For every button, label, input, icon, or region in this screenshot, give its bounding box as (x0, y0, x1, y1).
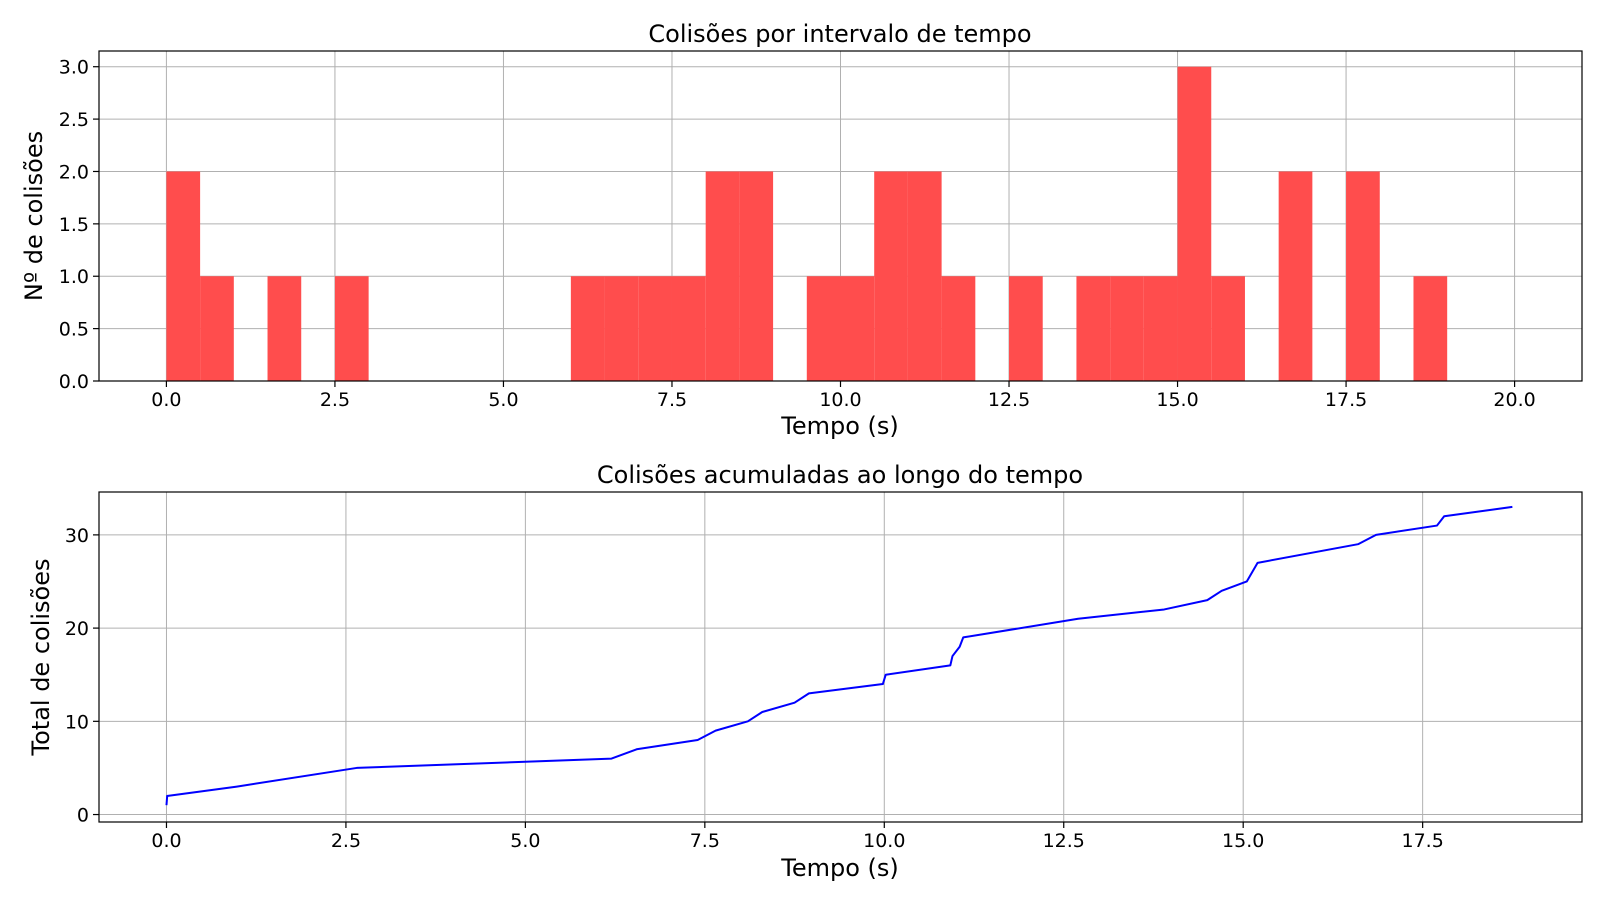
y-tick-label: 3.0 (59, 57, 89, 79)
x-tick-label: 7.5 (657, 389, 687, 411)
histogram-bar (1346, 171, 1380, 381)
histogram-bar (840, 276, 875, 381)
histogram-y-axis-label: Nº de colisões (20, 131, 48, 301)
histogram-bar (705, 171, 740, 381)
y-tick-label: 30 (65, 525, 89, 547)
y-tick-label: 0.5 (59, 319, 89, 341)
x-tick-label: 0.0 (151, 830, 181, 852)
cumulative-grid (99, 492, 1582, 822)
histogram-bar (907, 171, 942, 381)
histogram-bar (1413, 276, 1448, 381)
x-tick-label: 5.0 (488, 389, 518, 411)
x-tick-label: 15.0 (1222, 830, 1264, 852)
x-tick-label: 17.5 (1325, 389, 1367, 411)
histogram-bar (806, 276, 841, 381)
cumulative-series (165, 505, 1513, 806)
histogram-bar (1211, 276, 1245, 381)
histogram-ticks: 0.0 2.5 5.0 7.5 10.0 12.5 15.0 17.5 20.0 0.0 0.5 1.… (59, 57, 1536, 411)
x-tick-label: 12.5 (1043, 830, 1085, 852)
histogram-chart: 0.0 2.5 5.0 7.5 10.0 12.5 15.0 17.5 20.0 0.0 0.5 1.… (20, 20, 1583, 440)
histogram-bar (200, 276, 234, 381)
y-tick-label: 1.0 (59, 266, 89, 288)
histogram-bar (874, 171, 908, 381)
y-tick-label: 0.0 (59, 371, 89, 393)
cumulative-ticks: 0.0 2.5 5.0 7.5 10.0 12.5 15.0 17.5 0 10 20 30 (65, 525, 1444, 852)
cumulative-plot-frame (98, 491, 1583, 823)
y-tick-label: 10 (65, 711, 89, 733)
histogram-bar (1278, 171, 1313, 381)
histogram-bar (941, 276, 976, 381)
histogram-bar (166, 171, 201, 381)
y-tick-label: 20 (65, 618, 89, 640)
x-tick-label: 20.0 (1493, 389, 1535, 411)
histogram-bar (1076, 276, 1111, 381)
histogram-bar (1009, 276, 1043, 381)
histogram-bar (1177, 66, 1212, 381)
x-tick-label: 7.5 (690, 830, 720, 852)
cumulative-line-chart: 0.0 2.5 5.0 7.5 10.0 12.5 15.0 17.5 0 10 20 30 Coli… (27, 461, 1583, 882)
histogram-bar (638, 276, 672, 381)
cumulative-title: Colisões acumuladas ao longo do tempo (597, 461, 1083, 489)
y-tick-label: 0 (77, 805, 89, 827)
cumulative-y-axis-label: Total de colisões (27, 559, 55, 757)
histogram-bar (739, 171, 774, 381)
x-tick-label: 2.5 (320, 389, 350, 411)
y-tick-label: 1.5 (59, 214, 89, 236)
histogram-bar (267, 276, 302, 381)
histogram-bar (334, 276, 369, 381)
x-tick-label: 17.5 (1401, 830, 1443, 852)
histogram-bar (570, 276, 605, 381)
x-tick-label: 10.0 (863, 830, 905, 852)
x-tick-label: 12.5 (988, 389, 1030, 411)
cumulative-line (165, 505, 1513, 806)
x-tick-label: 2.5 (331, 830, 361, 852)
histogram-bar (604, 276, 639, 381)
x-tick-label: 0.0 (151, 389, 181, 411)
histogram-title: Colisões por intervalo de tempo (648, 20, 1031, 48)
histogram-bar (1110, 276, 1144, 381)
histogram-bar (1143, 276, 1178, 381)
histogram-x-axis-label: Tempo (s) (780, 412, 899, 440)
histogram-bars (166, 66, 1448, 381)
y-tick-label: 2.0 (59, 161, 89, 183)
cumulative-x-axis-label: Tempo (s) (780, 854, 899, 882)
x-tick-label: 10.0 (819, 389, 861, 411)
x-tick-label: 5.0 (510, 830, 540, 852)
x-tick-label: 15.0 (1156, 389, 1198, 411)
y-tick-label: 2.5 (59, 109, 89, 131)
histogram-bar (671, 276, 706, 381)
